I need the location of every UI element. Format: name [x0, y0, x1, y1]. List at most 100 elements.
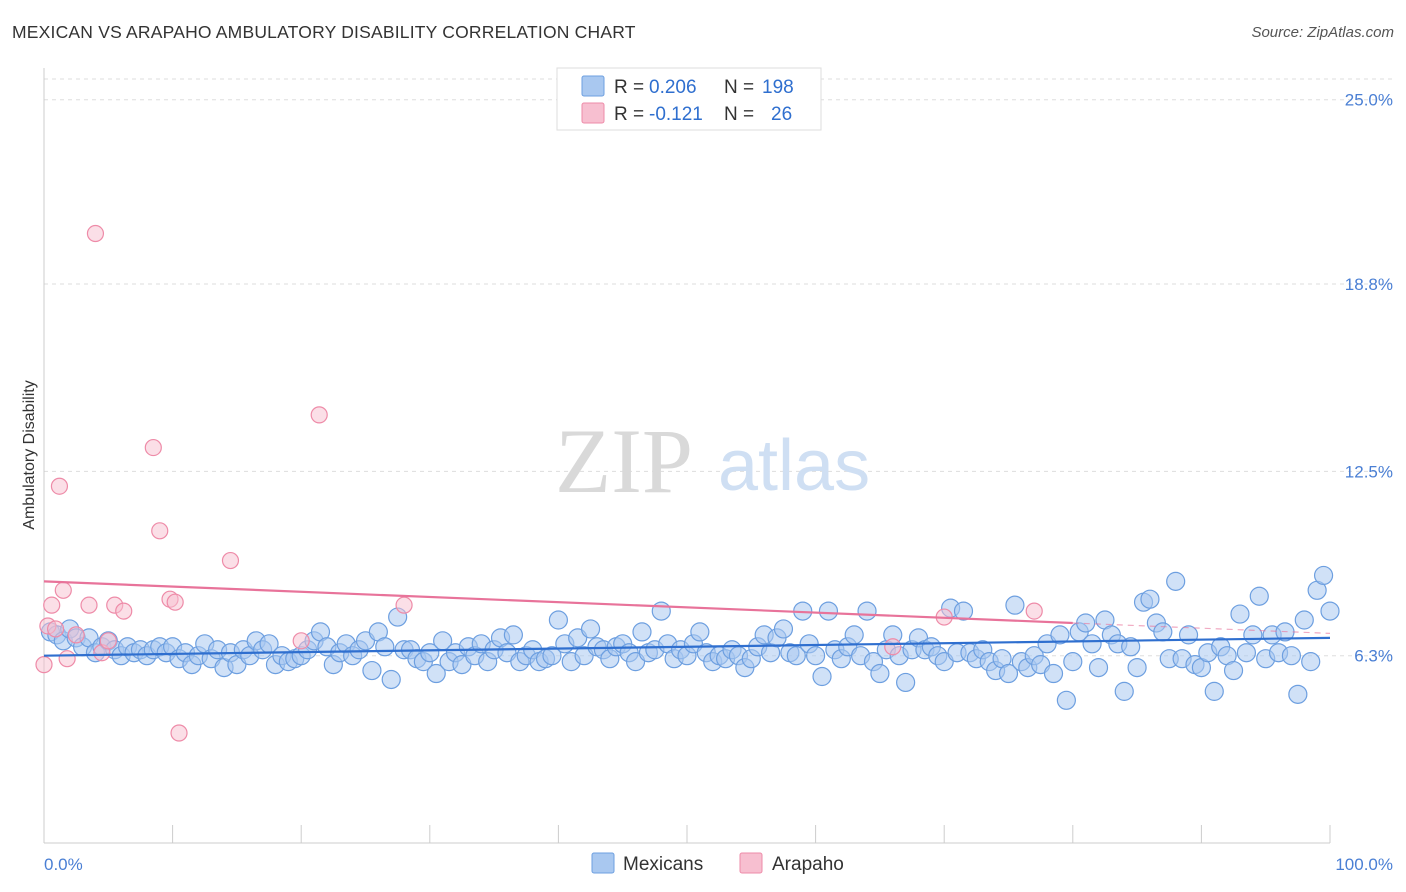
mexicans-point: [690, 622, 710, 642]
x-tick-label: 100.0%: [1335, 855, 1393, 874]
mexicans-point: [786, 646, 806, 666]
arapaho-points: [35, 224, 1043, 742]
arapaho-point: [166, 593, 184, 611]
legend-label-arapaho: Arapaho: [772, 854, 844, 875]
watermark-atlas: atlas: [718, 426, 870, 506]
legend-label-mexicans: Mexicans: [623, 854, 703, 875]
legend-swatch-arapaho: [739, 852, 763, 874]
mexicans-point: [362, 660, 382, 681]
y-tick-label: 12.5%: [1345, 462, 1393, 481]
arapaho-point: [292, 632, 310, 650]
mexicans-point: [1281, 646, 1302, 666]
arapaho-point: [80, 596, 98, 614]
mexicans-point: [857, 601, 877, 621]
mexicans-point: [1140, 589, 1160, 609]
arapaho-point: [151, 522, 169, 540]
mexicans-point: [773, 619, 794, 639]
arapaho-point: [1025, 602, 1043, 620]
chart-title: MEXICAN VS ARAPAHO AMBULATORY DISABILITY…: [12, 22, 636, 42]
legend-r-label: R =: [614, 77, 644, 98]
watermark-zip: ZIP: [555, 410, 693, 512]
mexicans-point: [651, 601, 671, 621]
grid-lines: [44, 78, 1395, 657]
arapaho-point: [221, 551, 240, 570]
mexicans-point: [1166, 571, 1186, 591]
arapaho-point: [310, 406, 328, 424]
legend-n-value: 198: [762, 77, 794, 98]
mexicans-point: [1082, 634, 1102, 654]
legend-r-value: 0.206: [649, 77, 697, 98]
mexicans-point: [381, 669, 401, 690]
mexicans-point: [580, 619, 601, 639]
watermark: ZIP atlas: [555, 410, 870, 512]
arapaho-point: [46, 620, 65, 638]
legend-n-label: N =: [724, 104, 754, 125]
legend-n-label: N =: [724, 77, 754, 98]
legend-swatch-arapaho: [581, 102, 605, 124]
mexicans-point: [1063, 652, 1083, 672]
y-axis-title: Ambulatory Disability: [21, 380, 38, 529]
arapaho-point: [884, 638, 902, 656]
arapaho-trend-extension: [1072, 622, 1331, 634]
mexicans-point: [1178, 625, 1199, 645]
mexicans-point: [1288, 684, 1308, 704]
mexicans-point: [1050, 625, 1070, 645]
mexicans-point: [548, 610, 569, 630]
legend-bottom: Mexicans Arapaho: [591, 852, 844, 875]
x-tick-label: 0.0%: [44, 855, 83, 874]
mexicans-point: [1056, 690, 1076, 710]
arapaho-point: [67, 626, 85, 644]
arapaho-point: [144, 438, 162, 457]
mexicans-point: [632, 622, 652, 642]
y-tick-label: 6.3%: [1354, 647, 1393, 666]
legend-r-label: R =: [614, 104, 644, 125]
mexicans-points: [40, 565, 1340, 710]
legend-r-value: -0.121: [649, 104, 703, 125]
mexicans-point: [1301, 652, 1321, 672]
mexicans-point: [503, 625, 523, 645]
arapaho-point: [395, 596, 413, 614]
arapaho-point: [58, 650, 76, 668]
legend-swatch-mexicans: [581, 75, 605, 97]
arapaho-trend-line: [43, 580, 1073, 625]
arapaho-point: [86, 224, 105, 243]
mexicans-point: [1121, 637, 1141, 657]
mexicans-point: [1204, 681, 1224, 701]
mexicans-point: [1223, 660, 1244, 681]
legend-swatch-mexicans: [591, 852, 615, 874]
axes: [43, 68, 1331, 844]
mexicans-point: [426, 663, 446, 684]
mexicans-point: [1088, 657, 1109, 678]
mexicans-point: [844, 625, 864, 645]
legend-top: R = 0.206 N = 198 R = -0.121 N = 26: [556, 67, 822, 131]
mexicans-point: [1043, 663, 1064, 684]
arapaho-point: [35, 656, 53, 674]
mexicans-point: [420, 643, 440, 663]
x-tick-labels: 0.0% 100.0%: [44, 855, 1393, 874]
mexicans-point: [1230, 604, 1250, 624]
mexicans-point: [896, 672, 916, 693]
mexicans-point: [1005, 595, 1025, 615]
mexicans-point: [1294, 610, 1314, 630]
mexicans-point: [542, 646, 562, 666]
mexicans-point: [812, 666, 832, 687]
mexicans-point: [953, 601, 974, 621]
mexicans-point: [375, 637, 395, 657]
legend-n-value: 26: [771, 104, 792, 125]
mexicans-point: [870, 663, 890, 684]
mexicans-point: [1153, 622, 1173, 642]
mexicans-point: [1313, 565, 1334, 586]
mexicans-point: [998, 663, 1019, 684]
arapaho-point: [99, 632, 117, 650]
arapaho-point: [115, 602, 133, 620]
mexicans-point: [1243, 625, 1263, 645]
mexicans-point: [1320, 601, 1340, 621]
y-tick-label: 25.0%: [1345, 91, 1393, 110]
mexicans-point: [1236, 643, 1257, 663]
source-label: Source: ZipAtlas.com: [1251, 24, 1394, 41]
mexicans-point: [818, 601, 839, 621]
y-tick-labels: 6.3% 12.5% 18.8% 25.0%: [1345, 91, 1393, 666]
arapaho-point: [54, 581, 72, 599]
trend-lines: [43, 580, 1331, 657]
